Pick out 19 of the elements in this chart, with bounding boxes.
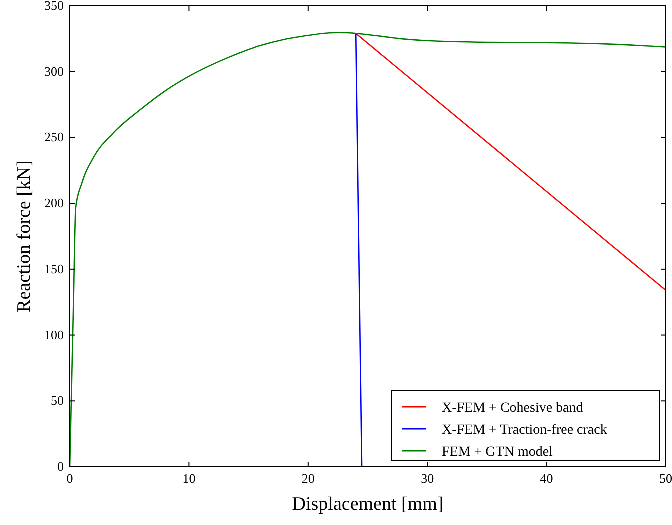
legend-label: FEM + GTN model: [442, 445, 554, 460]
y-tick-label: 50: [51, 393, 64, 408]
y-tick-label: 0: [58, 459, 64, 474]
legend-label: X-FEM + Traction-free crack: [442, 423, 608, 438]
y-tick-label: 100: [44, 327, 64, 342]
y-axis-title: Reaction force [kN]: [14, 160, 35, 312]
y-tick-label: 250: [44, 130, 64, 145]
y-tick-label: 300: [44, 64, 64, 79]
y-tick-label: 350: [44, 0, 64, 13]
y-tick-label: 150: [44, 261, 64, 276]
y-tick-label: 200: [44, 196, 64, 211]
x-tick-label: 50: [660, 471, 672, 486]
x-tick-label: 0: [66, 471, 74, 486]
legend-label: X-FEM + Cohesive band: [442, 401, 584, 416]
x-tick-label: 20: [302, 471, 315, 486]
x-tick-label: 10: [182, 471, 196, 486]
x-tick-label: 40: [540, 471, 554, 486]
x-axis-title: Displacement [mm]: [292, 494, 444, 515]
x-tick-label: 30: [421, 471, 434, 486]
